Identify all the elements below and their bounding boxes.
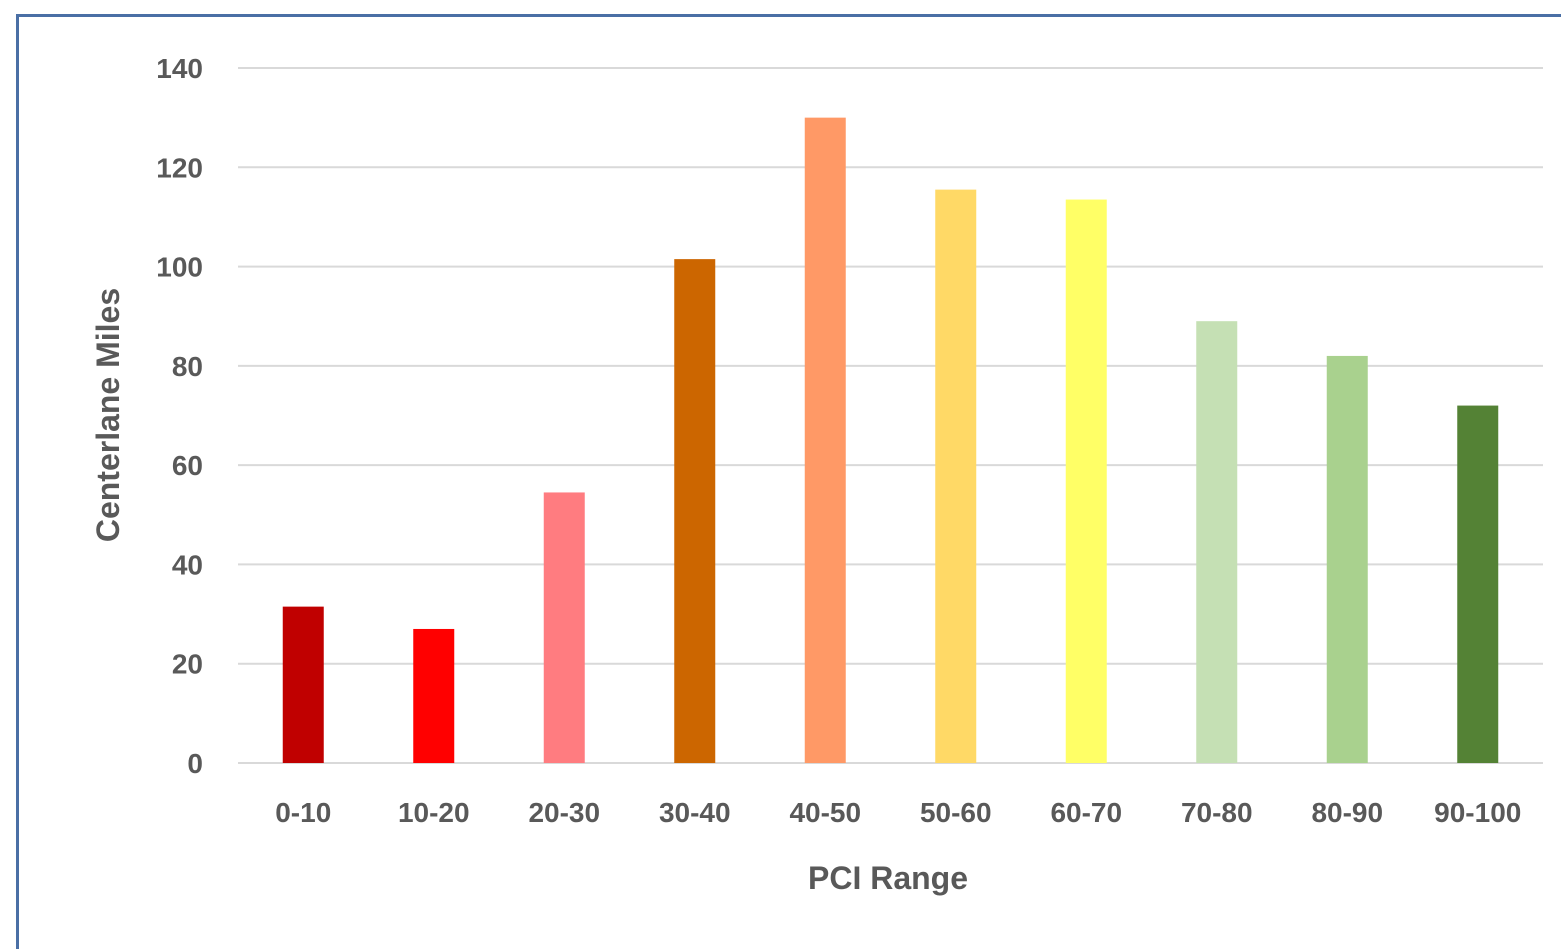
y-tick-labels: 0 20 40 60 80 100 120 140 [156, 53, 203, 779]
x-tick-label: 20-30 [528, 797, 600, 828]
bar [1326, 355, 1368, 763]
x-tick-label: 60-70 [1050, 797, 1122, 828]
x-tick-labels: 0-10 10-20 20-30 30-40 40-50 50-60 60-70 70-80 8… [275, 797, 1521, 828]
bar [413, 628, 455, 763]
x-tick-label: 40-50 [789, 797, 861, 828]
bar [804, 117, 846, 763]
y-tick-label: 100 [156, 252, 203, 283]
x-tick-label: 90-100 [1434, 797, 1521, 828]
bar [674, 259, 716, 763]
bar [543, 492, 585, 763]
y-tick-label: 80 [172, 351, 203, 382]
x-tick-label: 80-90 [1311, 797, 1383, 828]
bar [1065, 199, 1107, 763]
y-tick-label: 60 [172, 450, 203, 481]
bar [282, 606, 324, 763]
y-tick-label: 40 [172, 549, 203, 580]
bar [935, 189, 977, 763]
gridlines [238, 67, 1543, 764]
y-tick-label: 20 [172, 649, 203, 680]
y-axis-title: Centerlane Miles [90, 288, 126, 542]
x-tick-label: 10-20 [398, 797, 470, 828]
chart-frame [16, 14, 1561, 949]
y-tick-label: 120 [156, 152, 203, 183]
x-tick-label: 0-10 [275, 797, 331, 828]
x-axis-title: PCI Range [808, 860, 968, 896]
x-tick-label: 70-80 [1181, 797, 1253, 828]
bars [282, 117, 1499, 763]
bar [1196, 321, 1238, 763]
y-tick-label: 0 [187, 748, 203, 779]
y-tick-label: 140 [156, 53, 203, 84]
x-tick-label: 50-60 [920, 797, 992, 828]
bar [1457, 405, 1499, 763]
x-tick-label: 30-40 [659, 797, 731, 828]
